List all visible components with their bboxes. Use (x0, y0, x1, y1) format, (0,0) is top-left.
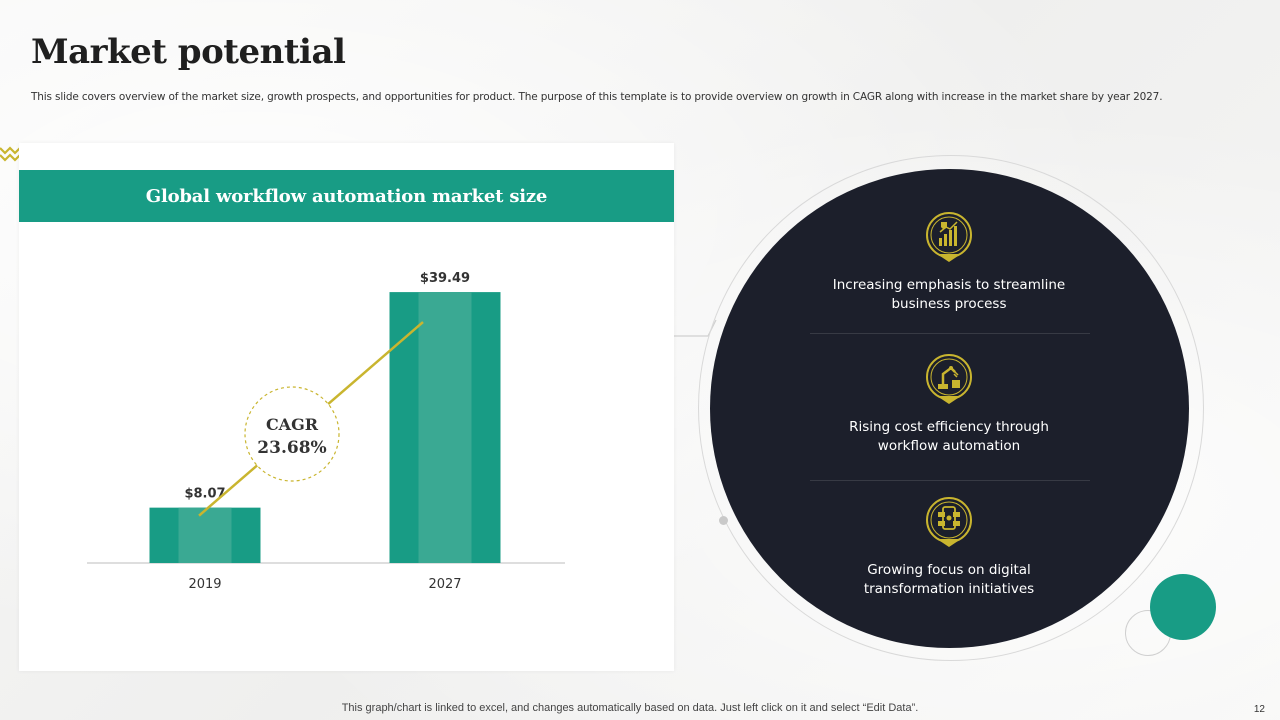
chart-card: Global workflow automation market size $… (19, 143, 674, 671)
cagr-label: CAGR (266, 415, 319, 434)
footer-note: This graph/chart is linked to excel, and… (341, 702, 919, 714)
page-number: 12 (1253, 704, 1265, 715)
feature-text-line: Rising cost efficiency through (849, 419, 1049, 435)
bar-value-label: $39.49 (420, 271, 470, 286)
feature-item: Rising cost efficiency through workflow … (819, 352, 1079, 456)
feature-text-line: transformation initiatives (863, 581, 1035, 597)
feature-text-line: Growing focus on digital (867, 562, 1031, 578)
feature-text-line: workflow automation (877, 438, 1021, 454)
ring-marker-dot (719, 516, 728, 525)
feature-divider (810, 333, 1090, 334)
feature-text-line: business process (891, 296, 1007, 312)
feature-text-line: Increasing emphasis to streamline (832, 277, 1066, 293)
feature-divider (810, 480, 1090, 481)
outer-ring (698, 155, 1204, 661)
page-subtitle: This slide covers overview of the market… (31, 91, 1163, 103)
robotic-arm-icon (926, 354, 972, 404)
page-title: Market potential (31, 32, 346, 72)
bar-highlight (178, 507, 232, 563)
feature-item: Increasing emphasis to streamline busine… (819, 210, 1079, 314)
bar-highlight (418, 292, 472, 563)
decorative-teal-circle (1150, 574, 1216, 640)
x-tick-label: 2019 (188, 577, 221, 592)
bar-value-label: $8.07 (184, 487, 225, 502)
growth-chart-shield-icon (926, 212, 972, 262)
x-tick-label: 2027 (428, 577, 461, 592)
feature-item: Growing focus on digital transformation … (819, 495, 1079, 599)
cagr-badge (244, 386, 340, 482)
cagr-value: 23.68% (257, 438, 326, 458)
bar-chart: $8.07 2019 $39.49 2027 CAGR 23.68% (87, 271, 565, 592)
chart-title: Global workflow automation market size (19, 170, 674, 222)
digital-network-icon (926, 497, 972, 547)
